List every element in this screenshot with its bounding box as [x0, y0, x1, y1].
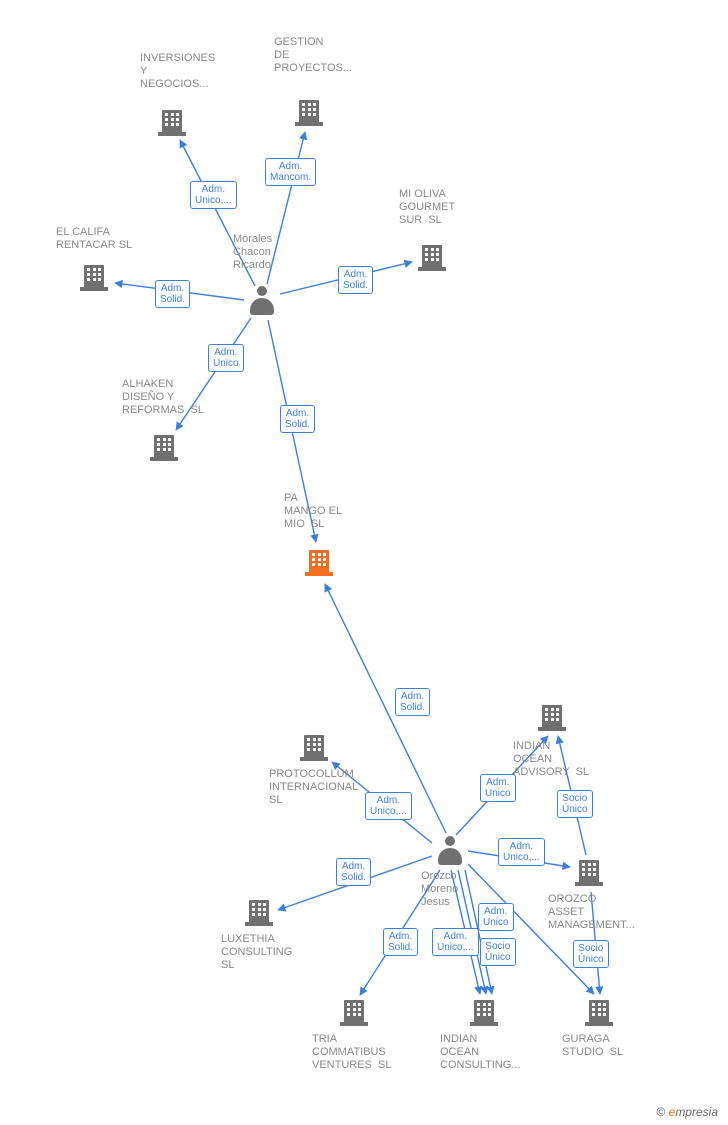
node-label-inversiones: INVERSIONES Y NEGOCIOS...	[140, 52, 215, 91]
building-icon	[538, 705, 566, 733]
edge-label-orozco-indian_consulting-13: Adm. Unico	[478, 903, 514, 931]
edge-label-orozco-indian_consulting-12: Adm. Unico,...	[432, 928, 479, 956]
building-icon	[150, 435, 178, 463]
node-label-orozco: Orozco Moreno Jesus	[421, 870, 458, 909]
building-icon	[80, 265, 108, 293]
company-node-indian_advisory[interactable]	[538, 705, 566, 738]
node-label-tria: TRIA COMMATIBUS VENTURES SL	[312, 1033, 391, 1072]
node-label-pa_mango: PA MANGO EL MIO SL	[284, 492, 342, 531]
node-label-mi_oliva: MI OLIVA GOURMET SUR SL	[399, 188, 455, 227]
node-label-orozco_asset: OROZCO ASSET MANAGEMENT...	[548, 893, 635, 932]
edge-label-morales-alhaken-4: Adm. Unico	[208, 344, 244, 372]
node-label-protocollum: PROTOCOLLUM INTERNACIONAL SL	[269, 768, 358, 807]
company-node-orozco_asset[interactable]	[575, 860, 603, 893]
building-icon	[295, 100, 323, 128]
company-node-protocollum[interactable]	[300, 735, 328, 768]
edge-label-orozco_asset-indian_advisory-16: Socio Único	[557, 790, 593, 818]
company-node-pa_mango[interactable]	[305, 550, 333, 583]
node-label-morales: Morales Chacon Ricardo	[233, 233, 272, 272]
building-icon	[245, 900, 273, 928]
edge-label-orozco-indian_consulting-14: Socio Único	[480, 938, 516, 966]
edge-label-orozco-protocollum-7: Adm. Unico,...	[365, 792, 412, 820]
node-label-luxethia: LUXETHIA CONSULTING SL	[221, 933, 292, 972]
building-icon	[305, 550, 333, 578]
edge-label-orozco-indian_advisory-8: Adm. Unico	[480, 774, 516, 802]
edge-label-orozco_asset-guraga-17: Socio Único	[573, 940, 609, 968]
company-node-mi_oliva[interactable]	[418, 245, 446, 278]
edge-label-morales-pa_mango-5: Adm. Solid.	[280, 405, 315, 433]
edge-layer	[0, 0, 728, 1125]
person-node-orozco[interactable]	[435, 835, 465, 870]
node-label-guraga: GURAGA STUDIO SL	[562, 1033, 623, 1059]
company-node-indian_consulting[interactable]	[470, 1000, 498, 1033]
company-node-gestion[interactable]	[295, 100, 323, 133]
node-label-indian_advisory: INDIAN OCEAN ADVISORY SL	[513, 740, 589, 779]
node-label-el_califa: EL CALIFA RENTACAR SL	[56, 226, 132, 252]
person-icon	[435, 835, 465, 865]
building-icon	[418, 245, 446, 273]
node-label-gestion: GESTION DE PROYECTOS...	[274, 36, 352, 75]
edge-label-morales-mi_oliva-2: Adm. Solid.	[338, 266, 373, 294]
node-label-indian_consulting: INDIAN OCEAN CONSULTING...	[440, 1033, 520, 1072]
company-node-alhaken[interactable]	[150, 435, 178, 468]
edge-label-morales-inversiones-0: Adm. Unico,...	[190, 181, 237, 209]
company-node-guraga[interactable]	[585, 1000, 613, 1033]
building-icon	[158, 110, 186, 138]
building-icon	[340, 1000, 368, 1028]
building-icon	[300, 735, 328, 763]
network-canvas: { "canvas": { "width": 728, "height": 11…	[0, 0, 728, 1125]
node-label-alhaken: ALHAKEN DISEÑO Y REFORMAS SL	[122, 378, 204, 417]
company-node-tria[interactable]	[340, 1000, 368, 1033]
edge-label-morales-el_califa-3: Adm. Solid.	[155, 280, 190, 308]
person-icon	[247, 285, 277, 315]
building-icon	[575, 860, 603, 888]
building-icon	[470, 1000, 498, 1028]
edge-label-orozco-orozco_asset-9: Adm. Unico,...	[498, 838, 545, 866]
copyright-symbol: ©	[656, 1105, 665, 1119]
edge-label-morales-gestion-1: Adm. Mancom.	[265, 158, 316, 186]
company-node-el_califa[interactable]	[80, 265, 108, 298]
watermark: © empresia	[656, 1105, 718, 1119]
building-icon	[585, 1000, 613, 1028]
company-node-luxethia[interactable]	[245, 900, 273, 933]
brand-name: empresia	[669, 1105, 718, 1119]
company-node-inversiones[interactable]	[158, 110, 186, 143]
edge-label-orozco-luxethia-10: Adm. Solid.	[336, 858, 371, 886]
edge-label-orozco-tria-11: Adm. Solid.	[383, 928, 418, 956]
edge-morales-gestion	[267, 132, 305, 284]
person-node-morales[interactable]	[247, 285, 277, 320]
edge-label-orozco-pa_mango-6: Adm. Solid.	[395, 688, 430, 716]
